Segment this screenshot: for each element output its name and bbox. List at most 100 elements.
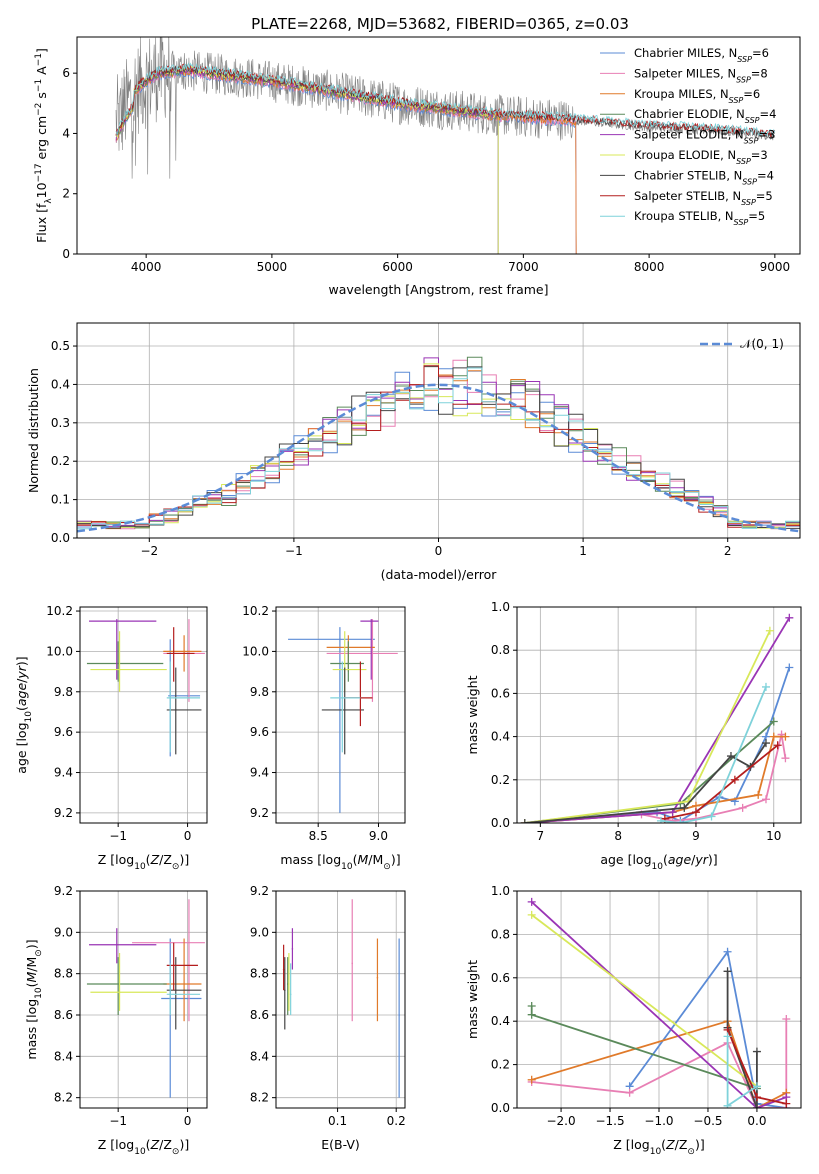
y-tick-label: 1.0 <box>491 600 510 614</box>
x-axis-label: Z [log10(Z/Z⊙)] <box>613 1137 704 1157</box>
axes-frame <box>516 890 802 1109</box>
data-point <box>282 968 285 971</box>
x-tick-label: −0.5 <box>693 1114 722 1128</box>
legend-entry: Salpeter MILES, NSSP=8 <box>634 66 768 84</box>
x-tick-label: 7000 <box>508 260 539 274</box>
y-axis-label: mass weight <box>465 960 480 1039</box>
mass-weight-marker <box>723 947 732 956</box>
y-tick-label: 9.2 <box>54 806 73 820</box>
label-part: −2 <box>34 103 44 116</box>
legend-label: Chabrier ELODIE, N <box>634 107 745 121</box>
label-part: 10 <box>134 862 146 872</box>
mass-weight-marker <box>781 754 790 763</box>
legend-sub: SSP <box>734 218 749 227</box>
data-point <box>283 989 286 991</box>
label-part: Z [log <box>613 1137 649 1152</box>
y-tick-label: 0.5 <box>51 339 70 353</box>
mass-weight-marker <box>761 682 770 691</box>
legend-count: =8 <box>751 66 768 80</box>
y-tick-label: 9.2 <box>54 884 73 898</box>
x-axis-label: wavelength [Angstrom, rest frame] <box>328 282 548 297</box>
y-tick-label: 8.4 <box>250 1049 269 1063</box>
legend-label: Chabrier MILES, N <box>634 46 737 60</box>
y-tick-label: 0.4 <box>51 377 70 391</box>
mass-weight-marker <box>785 663 794 672</box>
y-axis-label: mass [log10(M/M⊙)] <box>24 939 44 1059</box>
data-point <box>188 941 190 944</box>
x-tick-label: 0 <box>435 544 443 558</box>
x-tick-label: 8000 <box>634 260 665 274</box>
mass-weight-vs-metallicity-panel: −2.0 −1.5 −1.0 −0.5 0.0 0.0 0.2 0.4 0.6 0.8 1.0 Z [… <box>465 884 802 1157</box>
y-tick-label: 0.1 <box>51 493 70 507</box>
mass-weight-marker <box>625 1088 634 1097</box>
age-vs-metallicity-panel: −1 09.29.49.69.810.010.2Z [log10(Z/Z⊙)]ag… <box>14 604 208 872</box>
mass-weight-marker <box>653 808 662 817</box>
label-part: ⊙ <box>172 862 180 872</box>
label-part: /M <box>24 957 39 972</box>
normal-reference-curve <box>77 383 800 533</box>
label-part: age <box>14 683 29 707</box>
data-point <box>117 983 119 985</box>
legend-sub: SSP <box>745 116 760 125</box>
data-point <box>341 697 344 699</box>
mass-weight-marker <box>723 1101 732 1108</box>
x-tick-label: −2.0 <box>546 1114 575 1128</box>
legend-sub: SSP <box>741 197 756 206</box>
legend-entry: Kroupa ELODIE, NSSP=3 <box>634 148 768 166</box>
y-tick-label: 9.6 <box>54 725 73 739</box>
label-part: ⊙ <box>34 949 44 957</box>
data-point <box>183 983 185 985</box>
model-spectrum-line <box>115 64 775 140</box>
label-part: E(B-V) <box>321 1137 360 1152</box>
axes-frame <box>275 890 406 1109</box>
residual-histogram-panel: −2 −1 0 1 2 0.0 0.1 0.2 0.3 0.4 0.5 𝒩(0, 1) (data-mo… <box>26 322 801 582</box>
data-point <box>398 1014 400 1016</box>
label-part: age [log <box>600 852 651 867</box>
label-part: −1 <box>34 79 44 92</box>
label-part: λ <box>44 198 54 204</box>
label-part: /Z <box>159 1137 172 1152</box>
data-point <box>169 697 172 699</box>
label-part: ] <box>34 48 49 53</box>
y-tick-label: 0.2 <box>491 1058 510 1072</box>
data-point <box>288 983 290 985</box>
label-part: age <box>668 852 692 867</box>
legend-count: =6 <box>743 87 760 101</box>
label-part: age [log <box>14 722 29 773</box>
data-point <box>115 620 118 622</box>
label-part: ( <box>663 852 668 867</box>
y-axis-label: mass weight <box>465 675 480 754</box>
label-part: Flux [f <box>34 203 49 243</box>
label-part: )] <box>708 852 718 867</box>
y-tick-label: 9.4 <box>54 766 73 780</box>
mass-weight-marker <box>730 775 739 784</box>
model-spectrum-line <box>115 62 776 137</box>
data-point <box>347 662 350 665</box>
x-tick-label: 8.5 <box>309 829 328 843</box>
plot-area <box>86 619 205 757</box>
label-part: ⊙ <box>172 1147 180 1157</box>
mass-weight-line <box>726 971 758 1108</box>
x-tick-label: −1 <box>285 544 303 558</box>
data-point <box>172 652 175 655</box>
histogram-step-line <box>77 370 800 530</box>
x-tick-label: 8 <box>614 829 622 843</box>
label-part: 10 <box>341 862 353 872</box>
y-axis-label: Flux [fλ10−17 erg cm−2 s−1 A−1] <box>34 48 54 243</box>
mass-weight-marker <box>761 795 770 804</box>
label-part: ( <box>24 982 39 987</box>
label-part: 10 <box>652 862 664 872</box>
plot-area <box>282 899 400 1098</box>
mass-weight-line <box>628 949 787 1108</box>
label-part: 10 <box>34 182 49 198</box>
label-part: Z <box>150 1137 160 1152</box>
y-tick-label: 8.8 <box>54 967 73 981</box>
data-point <box>291 948 294 950</box>
mass-weight-marker <box>785 613 794 622</box>
label-part: )] <box>179 852 189 867</box>
label-part: )] <box>24 939 39 949</box>
label-part: /Z <box>159 852 172 867</box>
data-point <box>351 962 354 965</box>
